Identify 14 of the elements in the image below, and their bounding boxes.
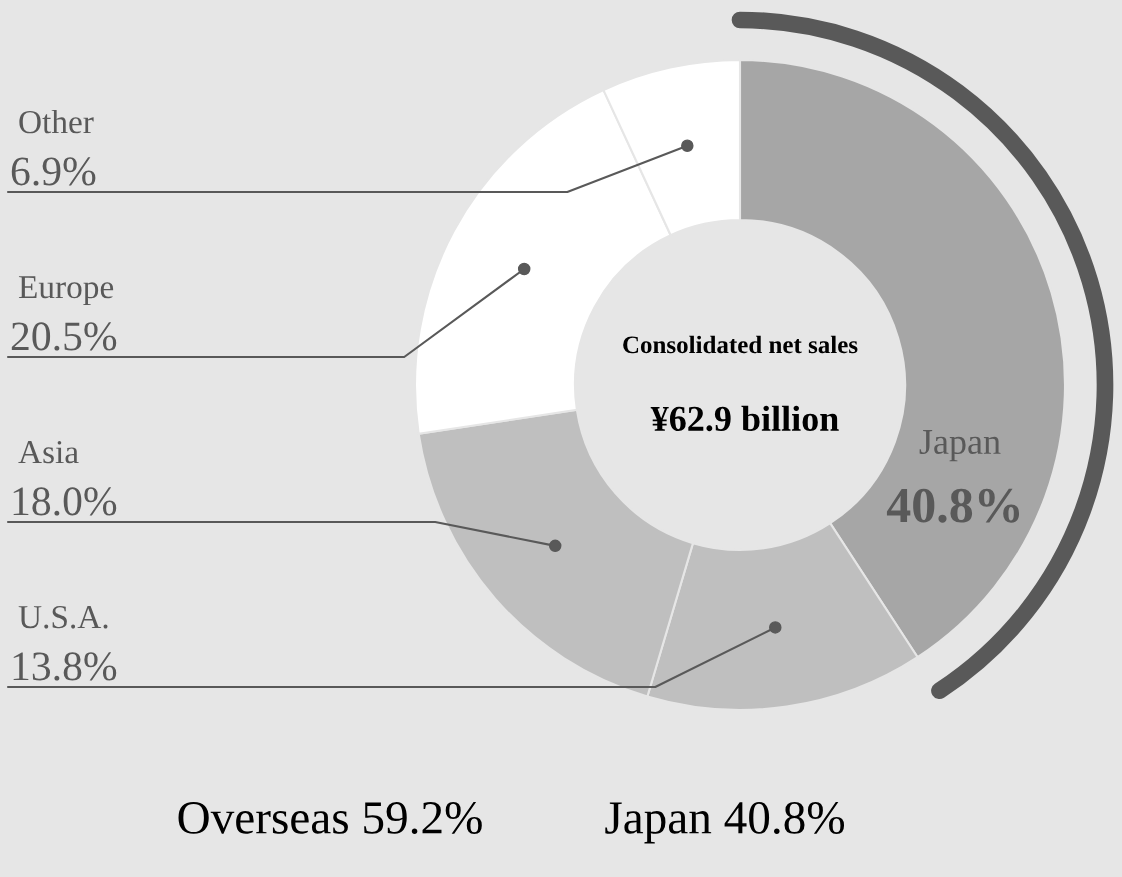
text: Japan 40.8% bbox=[605, 801, 845, 844]
slice-label: Europe bbox=[18, 276, 114, 306]
data-label: 40.8% bbox=[886, 488, 1020, 523]
data-label: 18.0% bbox=[13, 487, 117, 516]
slice-label: Other bbox=[19, 109, 94, 134]
data-label: 13.8% bbox=[13, 652, 117, 681]
data-label: 20.5% bbox=[11, 322, 117, 351]
text: ¥62.9 billion bbox=[650, 405, 839, 432]
data-label: 6.9% bbox=[11, 157, 96, 186]
text: Overseas 59.2% bbox=[178, 801, 482, 835]
slice-label: Japan bbox=[919, 430, 1001, 462]
slice-label: U.S.A. bbox=[18, 605, 108, 629]
slice-label: Asia bbox=[18, 440, 79, 464]
text: Consolidated net sales bbox=[623, 335, 858, 354]
